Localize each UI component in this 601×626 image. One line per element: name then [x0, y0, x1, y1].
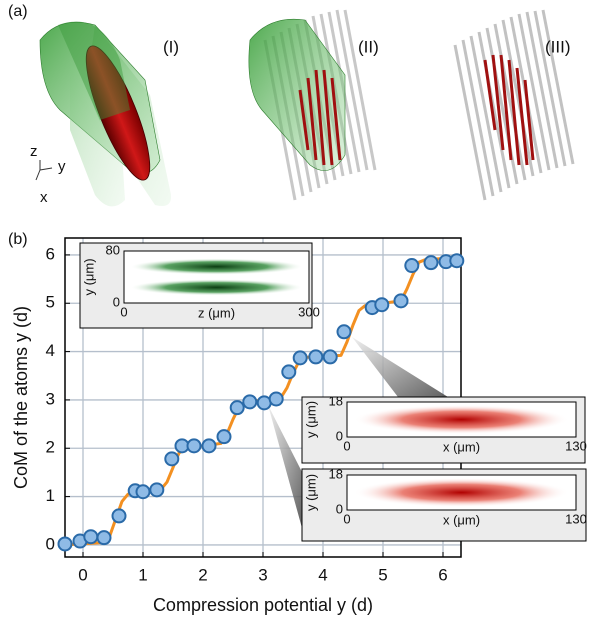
data-point	[216, 429, 232, 445]
inset-x-tick-label: 300	[298, 304, 320, 319]
cloud	[131, 258, 302, 275]
data-point	[229, 400, 245, 416]
inset-y-tick-label: 0	[336, 501, 343, 516]
inset-x-tick-label: 130	[565, 511, 587, 526]
data-point	[336, 324, 352, 340]
data-point	[292, 350, 308, 366]
inset-x-tick-label: 0	[343, 511, 350, 526]
data-point	[149, 482, 165, 498]
data-point	[393, 293, 409, 309]
data-point	[374, 297, 390, 313]
panel-title: (III)	[545, 37, 571, 56]
y-tick-label: 6	[46, 244, 55, 263]
y-tick-label: 1	[46, 486, 55, 505]
illustration-1	[39, 21, 171, 207]
inset-y-tick-label: 18	[329, 393, 343, 408]
inset-x-label: x (μm)	[443, 512, 480, 527]
y-tick-label: 2	[46, 438, 55, 457]
inset-y-tick-label: 18	[329, 466, 343, 481]
illustration-2	[248, 9, 377, 201]
x-tick-label: 2	[198, 565, 207, 584]
panel-title: (I)	[163, 37, 179, 56]
x-tick-label: 1	[138, 565, 147, 584]
inset-y-label: y (μm)	[303, 401, 318, 438]
data-point	[404, 258, 420, 274]
inset-x-tick-label: 0	[343, 438, 350, 453]
panel-title: (II)	[358, 37, 379, 56]
axis-letter: x	[40, 189, 48, 206]
funnel	[268, 405, 302, 528]
panel-label: (a)	[8, 3, 28, 20]
x-tick-label: 0	[78, 565, 87, 584]
illustration-3	[453, 9, 575, 201]
y-axis-label: CoM of the atoms y (d)	[11, 306, 31, 489]
inset-x-label: z (μm)	[198, 305, 235, 320]
data-point	[57, 536, 73, 552]
inset-y-tick-label: 0	[113, 294, 120, 309]
x-tick-label: 5	[378, 565, 387, 584]
data-point	[423, 255, 439, 271]
inset-x-tick-label: 130	[565, 438, 587, 453]
x-tick-label: 3	[258, 565, 267, 584]
data-point	[268, 391, 284, 407]
y-tick-label: 3	[46, 389, 55, 408]
y-tick-label: 0	[46, 534, 55, 553]
axis-letter: y	[58, 158, 66, 175]
inset-y-label: y (μm)	[81, 258, 96, 295]
y-tick-label: 4	[46, 341, 55, 360]
inset-x-tick-label: 0	[120, 304, 127, 319]
inset-y-tick-label: 80	[106, 242, 120, 257]
data-point	[201, 438, 217, 454]
y-tick-label: 5	[46, 293, 55, 312]
axis-letter: z	[30, 143, 38, 160]
data-point	[322, 349, 338, 365]
data-point	[242, 394, 258, 410]
cloud	[353, 404, 570, 435]
data-point	[111, 508, 127, 524]
data-point	[83, 529, 99, 545]
axis-triad	[35, 160, 53, 181]
data-point	[164, 451, 180, 467]
data-point	[449, 253, 465, 269]
inset-y-tick-label: 0	[336, 428, 343, 443]
data-point	[308, 349, 324, 365]
data-point	[186, 438, 202, 454]
x-axis-label: Compression potential y (d)	[153, 595, 373, 615]
x-tick-label: 4	[318, 565, 327, 584]
cloud	[353, 477, 570, 508]
panel-label: (b)	[8, 231, 28, 248]
data-point	[135, 484, 151, 500]
x-tick-label: 6	[438, 565, 447, 584]
funnel	[352, 337, 448, 397]
cloud	[131, 279, 302, 296]
data-point	[96, 530, 112, 546]
data-point	[281, 364, 297, 380]
inset-x-label: x (μm)	[443, 439, 480, 454]
inset-y-label: y (μm)	[303, 474, 318, 511]
